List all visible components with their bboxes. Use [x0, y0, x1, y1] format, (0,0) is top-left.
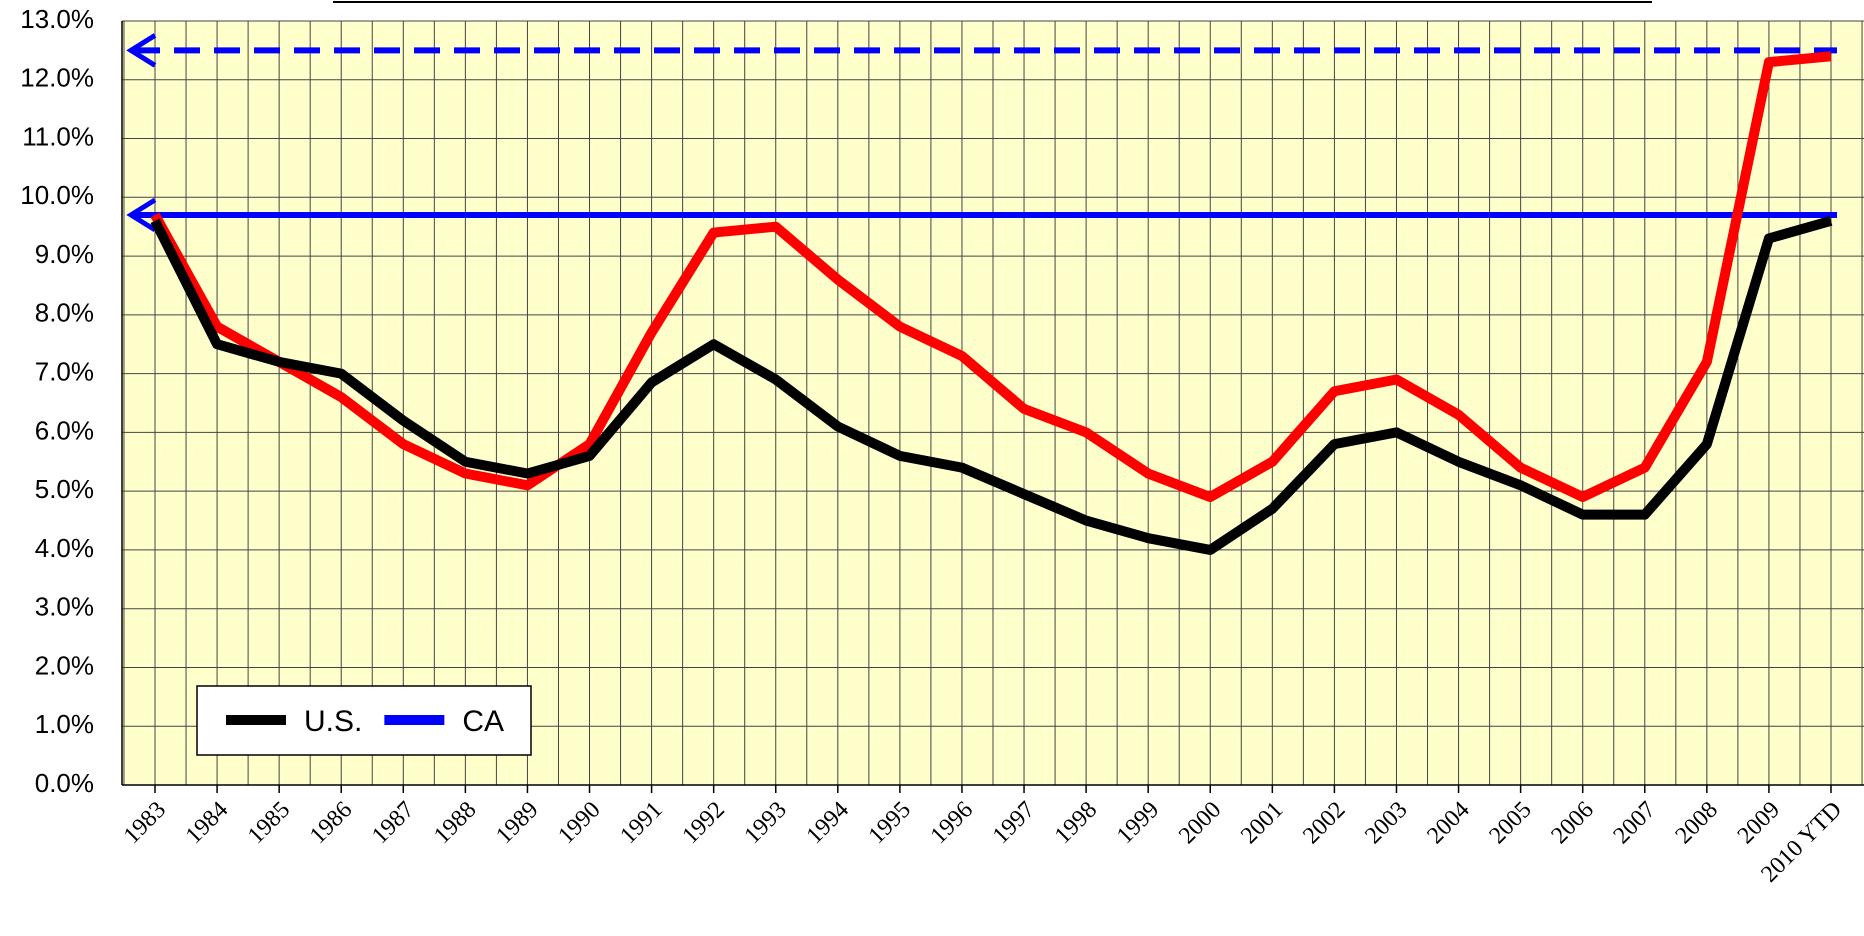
reference-line [126, 197, 1837, 233]
x-tick-label: 2002 [1298, 797, 1350, 849]
x-tick-label: 1998 [1050, 797, 1102, 849]
x-tick-label: 1989 [491, 797, 543, 849]
x-tick-label: 2009 [1733, 797, 1785, 849]
y-tick-label: 11.0% [22, 121, 94, 151]
data-line [150, 216, 1833, 555]
reference-arrow [126, 33, 157, 68]
y-tick-label: 5.0% [35, 474, 94, 504]
x-tick-label: 2005 [1484, 797, 1536, 849]
legend-label: U.S. [304, 705, 362, 738]
x-tick-label: 1987 [367, 797, 419, 849]
x-tick-label: 1990 [553, 797, 605, 849]
x-tick-label: 2008 [1671, 797, 1723, 849]
x-tick-label: 2000 [1174, 797, 1226, 849]
reference-arrow [126, 197, 157, 233]
legend: U.S. CA [196, 685, 532, 756]
legend-label: CA [462, 705, 504, 738]
x-tick-label: 2006 [1547, 797, 1599, 849]
y-tick-label: 4.0% [35, 533, 94, 563]
y-tick-label: 1.0% [35, 709, 94, 739]
y-tick-label: 13.0% [20, 4, 94, 34]
x-tick-label: 1996 [926, 797, 978, 849]
y-tick-label: 2.0% [35, 650, 94, 680]
y-tick-label: 8.0% [35, 298, 94, 328]
x-tick-label: 2004 [1422, 797, 1474, 849]
x-tick-label: 1993 [740, 797, 792, 849]
y-tick-label: 3.0% [35, 592, 94, 622]
x-tick-label: 2003 [1360, 797, 1412, 849]
x-tick-label: 1994 [802, 797, 854, 849]
x-tick-label: 1986 [305, 797, 357, 849]
x-tick-label: 2007 [1609, 797, 1661, 849]
x-tick-label: 1997 [988, 797, 1040, 849]
y-tick-label: 9.0% [35, 239, 94, 269]
x-tick-label: 1985 [243, 797, 295, 849]
data-line [150, 51, 1832, 503]
x-tick-label: 1988 [429, 797, 481, 849]
x-tick-label: 1992 [677, 797, 729, 849]
x-tick-label: 1984 [181, 797, 233, 849]
x-tick-label: 1991 [615, 797, 667, 849]
reference-line [126, 33, 1837, 68]
y-tick-label: 12.0% [20, 63, 94, 93]
x-tick-label: 1995 [864, 797, 916, 849]
y-tick-label: 0.0% [35, 768, 94, 798]
y-tick-label: 6.0% [35, 415, 94, 445]
y-tick-label: 7.0% [35, 356, 94, 386]
y-tick-label: 10.0% [20, 180, 94, 210]
x-tick-label: 2001 [1236, 797, 1288, 849]
x-tick-label: 1999 [1112, 797, 1164, 849]
x-tick-label: 1983 [119, 797, 171, 849]
